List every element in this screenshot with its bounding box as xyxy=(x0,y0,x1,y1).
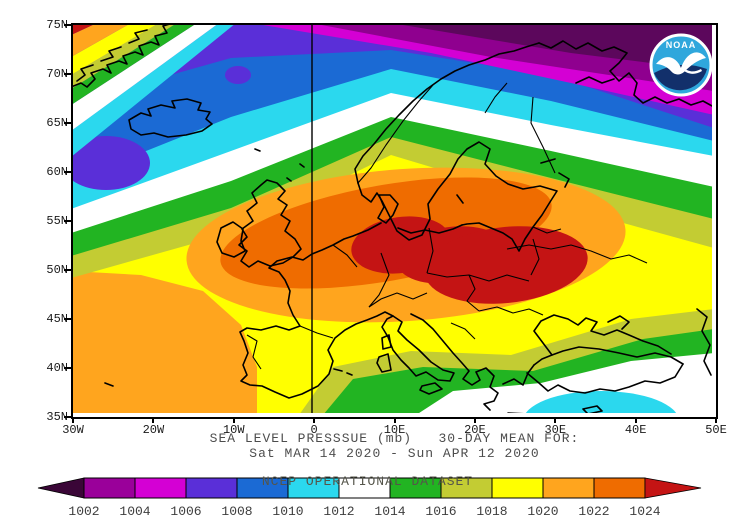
pressure-colorbar: 1002 1004 1006 1008 1010 1012 1014 1016 1018 1020… xyxy=(37,477,702,519)
lon-tick xyxy=(72,417,74,423)
lat-label-35N: 35N xyxy=(46,410,68,424)
lon-tick xyxy=(152,417,155,423)
lat-tick xyxy=(64,73,72,75)
lon-label-0: 0 xyxy=(310,423,318,437)
lon-label-30E: 30E xyxy=(544,423,567,437)
noaa-logo-swoosh xyxy=(681,66,702,74)
lat-tick xyxy=(64,220,72,222)
colorbar-label-1022: 1022 xyxy=(578,504,609,519)
lat-label-45N: 45N xyxy=(46,312,68,326)
lon-label-20E: 20E xyxy=(464,423,486,437)
colorbar-label-1014: 1014 xyxy=(374,504,405,519)
lon-tick xyxy=(634,417,637,423)
lon-label-40E: 40E xyxy=(624,423,647,437)
lat-tick xyxy=(64,24,72,26)
lon-label-10W: 10W xyxy=(222,423,245,437)
colorbar-label-1012: 1012 xyxy=(323,504,354,519)
lon-label-10E: 10E xyxy=(383,423,406,437)
lon-tick xyxy=(554,417,557,423)
colorbar-label-1024: 1024 xyxy=(629,504,660,519)
lat-tick xyxy=(64,367,72,369)
colorbar-label-1006: 1006 xyxy=(170,504,201,519)
lat-label-75N: 75N xyxy=(46,18,68,32)
lon-label-30W: 30W xyxy=(62,423,84,437)
colorbar-label-1002: 1002 xyxy=(68,504,99,519)
lon-tick xyxy=(393,417,396,423)
lat-label-70N: 70N xyxy=(46,67,68,81)
lon-tick xyxy=(715,417,717,423)
lon-label-50E: 50E xyxy=(705,423,727,437)
map-date-range: Sat MAR 14 2020 - Sun APR 12 2020 xyxy=(249,446,540,461)
field-central-high xyxy=(186,167,626,323)
field-south-bands xyxy=(73,271,712,413)
noaa-logo-navy-wave xyxy=(654,64,707,91)
lon-tick xyxy=(313,417,316,423)
coastlines xyxy=(73,25,712,413)
noaa-logo-text: NOAA xyxy=(666,40,697,50)
lat-label-40N: 40N xyxy=(46,361,68,375)
pressure-field-svg xyxy=(73,25,712,413)
lon-tick xyxy=(473,417,476,423)
colorbar-label-1018: 1018 xyxy=(476,504,507,519)
noaa-logo-gull-icon xyxy=(656,52,706,75)
lon-tick xyxy=(232,417,235,423)
lon-label-20W: 20W xyxy=(142,423,165,437)
map-title: SEA LEVEL PRESSSUE (mb) 30-DAY MEAN FOR: xyxy=(209,431,580,446)
field-north-bands xyxy=(73,25,712,278)
dataset-label: NCEP OPERATIONAL DATASET xyxy=(261,474,474,489)
noaa-logo: NOAA xyxy=(649,33,713,97)
lat-tick xyxy=(64,416,72,418)
colorbar-label-1016: 1016 xyxy=(425,504,456,519)
lat-label-60N: 60N xyxy=(46,165,68,179)
lat-label-55N: 55N xyxy=(46,214,68,228)
colorbar-label-1010: 1010 xyxy=(272,504,303,519)
lat-tick xyxy=(64,122,72,124)
lat-tick xyxy=(64,171,72,173)
colorbar-label-1008: 1008 xyxy=(221,504,252,519)
lat-label-50N: 50N xyxy=(46,263,68,277)
lat-label-65N: 65N xyxy=(46,116,68,130)
lat-tick xyxy=(64,318,72,320)
pressure-map xyxy=(71,23,718,419)
colorbar-above-arrow xyxy=(644,477,702,499)
country-borders xyxy=(246,82,648,370)
colorbar-label-1004: 1004 xyxy=(119,504,150,519)
colorbar-label-1020: 1020 xyxy=(527,504,558,519)
lat-tick xyxy=(64,269,72,271)
